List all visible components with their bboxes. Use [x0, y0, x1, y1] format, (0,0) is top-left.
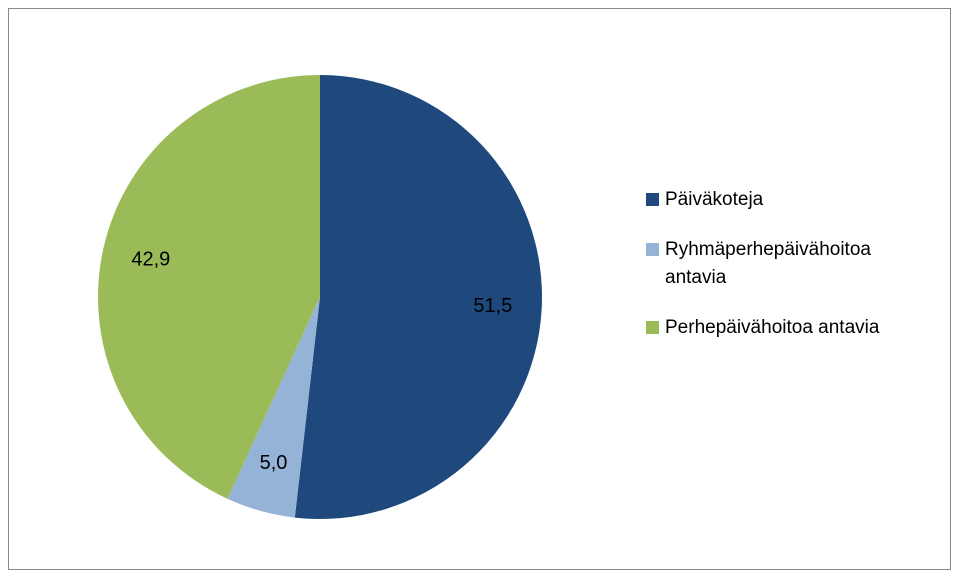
legend-item: Päiväkoteja: [643, 186, 943, 214]
pie-slice: [227, 297, 320, 518]
data-label: 51,5: [473, 295, 512, 317]
legend-swatch: [646, 243, 659, 256]
legend-swatch: [646, 193, 659, 206]
legend: Päiväkoteja Ryhmäperhepäivähoitoa antavia…: [643, 186, 943, 364]
data-label: 42,9: [131, 248, 170, 270]
legend-label: Päiväkoteja: [665, 189, 764, 210]
data-label: 5,0: [260, 452, 288, 474]
legend-label: Perhepäivähoitoa antavia: [665, 317, 880, 338]
pie-slice: [294, 75, 542, 519]
legend-item: Perhepäivähoitoa antavia: [643, 314, 943, 342]
legend-swatch: [646, 321, 659, 334]
legend-item: Ryhmäperhepäivähoitoa antavia: [643, 236, 943, 292]
legend-label: Ryhmäperhepäivähoitoa antavia: [665, 239, 871, 288]
pie-slice: [97, 74, 320, 499]
